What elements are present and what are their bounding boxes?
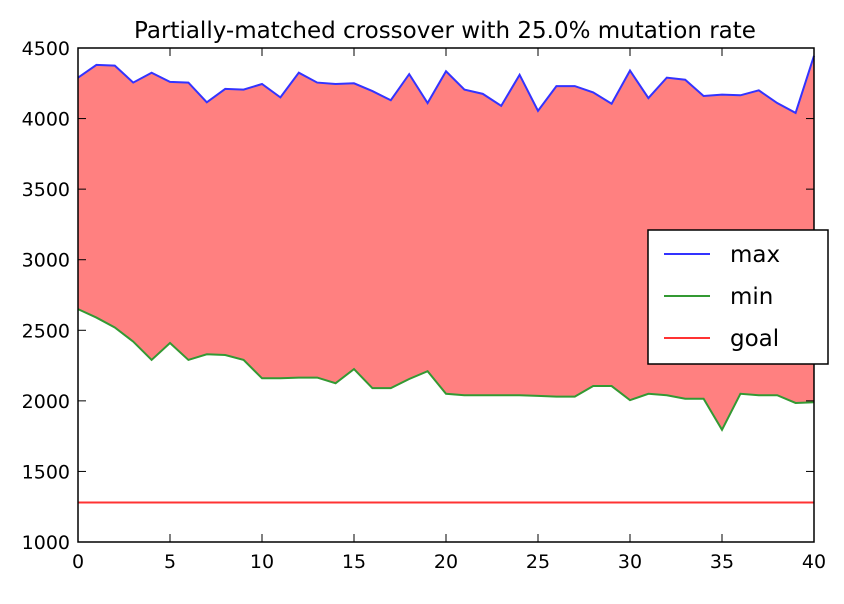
x-tick-label: 0 [72, 551, 84, 573]
ticks-group: 0 5 10 15 20 25 30 35 40 1000 1500 2000 2500 3000 3500… [22, 38, 826, 573]
legend-label-goal: goal [730, 326, 779, 352]
y-tick-label: 2000 [22, 391, 70, 413]
x-tick-label: 35 [710, 551, 734, 573]
x-tick-label: 15 [342, 551, 366, 573]
legend-label-min: min [730, 284, 773, 310]
y-tick-label: 4500 [22, 38, 70, 60]
series-line-max [77, 55, 815, 115]
series-group [77, 55, 815, 504]
fill-area-group [78, 55, 814, 430]
x-tick-label: 30 [618, 551, 642, 573]
x-tick-label: 5 [164, 551, 176, 573]
y-tick-label: 1500 [22, 461, 70, 483]
chart-title: Partially-matched crossover with 25.0% m… [134, 18, 756, 44]
x-tick-label: 40 [802, 551, 826, 573]
y-tick-label: 4000 [22, 109, 70, 131]
y-tick-label: 3000 [22, 250, 70, 272]
y-tick-label: 1000 [22, 532, 70, 554]
x-tick-label: 10 [250, 551, 274, 573]
y-tick-label: 3500 [22, 179, 70, 201]
x-tick-label: 20 [434, 551, 458, 573]
x-tick-label: 25 [526, 551, 550, 573]
series-line-min [77, 308, 815, 432]
legend-label-max: max [730, 242, 780, 268]
y-tick-label: 2500 [22, 320, 70, 342]
legend: max min goal [647, 229, 829, 365]
fill-between-area [78, 55, 814, 430]
